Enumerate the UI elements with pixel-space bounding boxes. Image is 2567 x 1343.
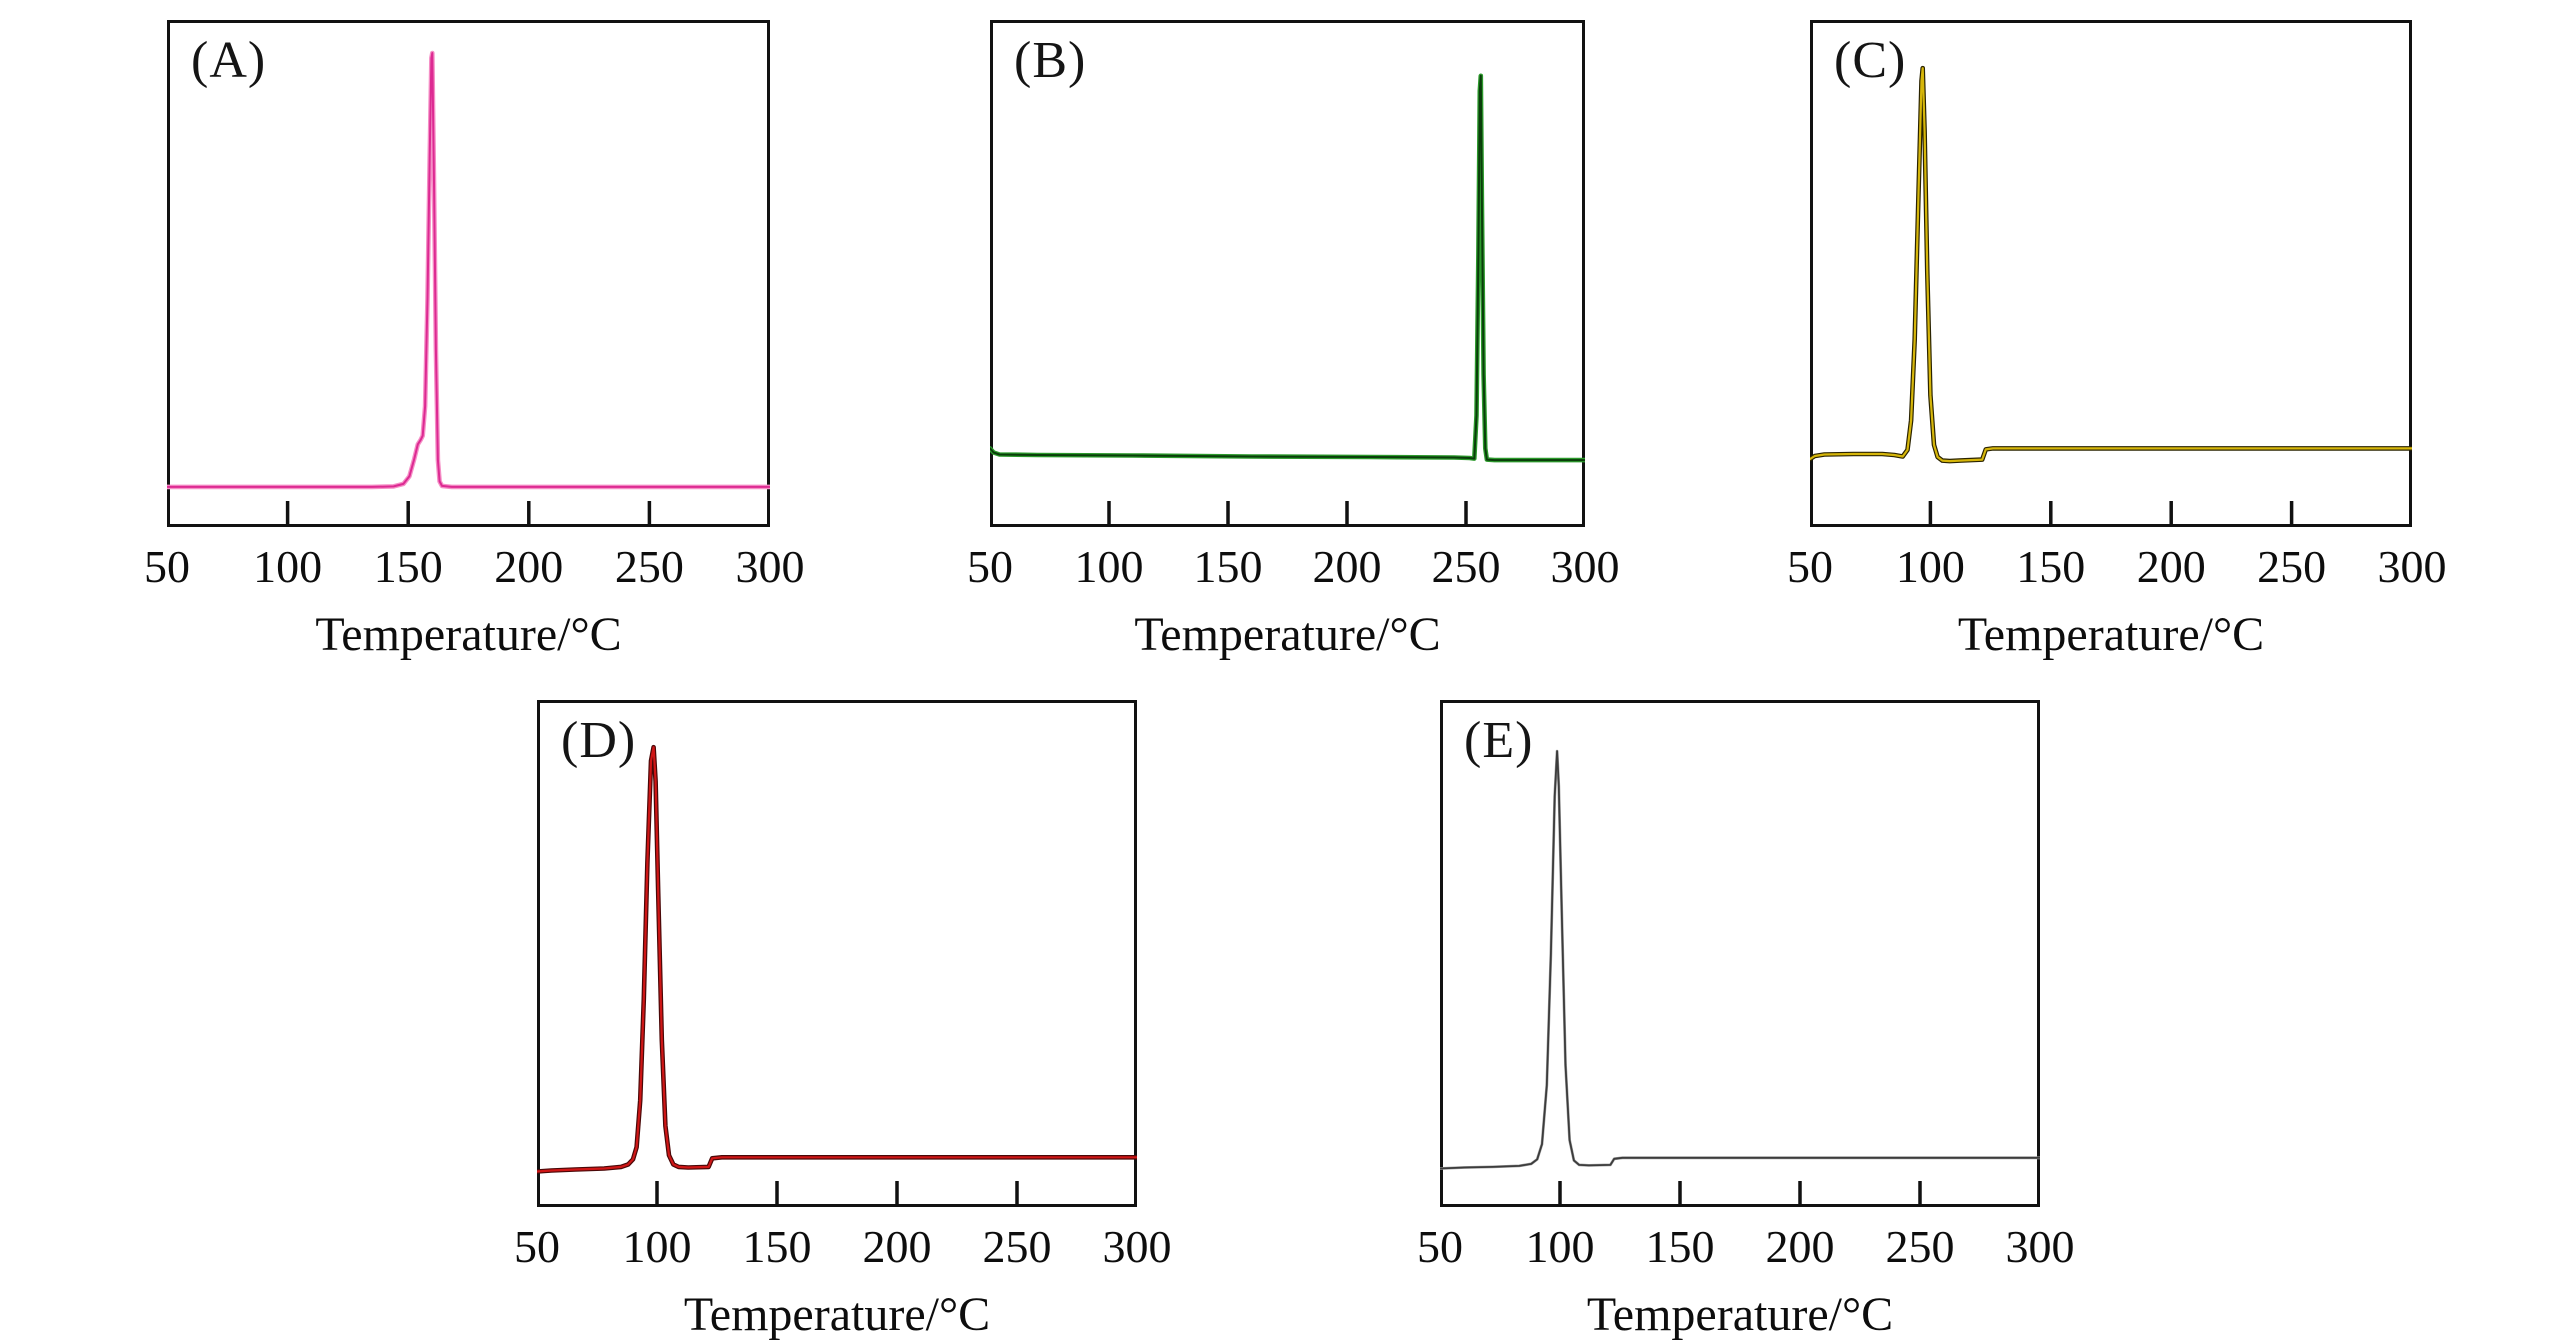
- x-axis-title-b: Temperature/°C: [1134, 608, 1441, 661]
- x-tick-label: 250: [614, 541, 684, 592]
- dsc-curve-edge: [537, 744, 1137, 1174]
- dsc-curve: [1810, 67, 2412, 463]
- x-tick-label: 150: [373, 541, 443, 592]
- x-tick-label: 200: [494, 541, 564, 592]
- x-tick-label: 100: [253, 541, 323, 592]
- dsc-panel-a: (A) 50 100 150 200 250 300 Temperature/°…: [144, 20, 805, 661]
- plot-frame: [1810, 20, 2412, 527]
- x-tick-labels-c: 50 100 150 200 250 300: [1787, 539, 2447, 595]
- dsc-curve-edge: [167, 50, 770, 490]
- x-tick-label: 300: [2005, 1221, 2075, 1272]
- plot-frame: [990, 20, 1585, 527]
- x-axis-title-e: Temperature/°C: [1586, 1288, 1894, 1341]
- x-tick-label: 100: [1525, 1221, 1595, 1272]
- plot-frame: [167, 20, 770, 527]
- x-tick-label: 250: [1431, 541, 1501, 592]
- dsc-curve-edge: [1440, 749, 2040, 1170]
- x-tick-label: 150: [1645, 1221, 1715, 1272]
- x-tick-label: 100: [1074, 541, 1144, 592]
- x-tick-label: 50: [514, 1221, 560, 1272]
- dsc-curve-edge: [1810, 65, 2412, 464]
- plot-frame: [1440, 700, 2040, 1207]
- x-tick-label: 300: [1550, 541, 1620, 592]
- x-tick-label: 300: [735, 541, 805, 592]
- x-tick-label: 100: [622, 1221, 692, 1272]
- dsc-panel-e: (E) 50 100 150 200 250 300 Temperature/°…: [1417, 700, 2075, 1341]
- panel-label-a: (A): [191, 32, 267, 89]
- x-tick-labels-d: 50 100 150 200 250 300: [514, 1219, 1172, 1275]
- dsc-curve: [990, 74, 1585, 462]
- dsc-panel-d: (D) 50 100 150 200 250 300 Temperature/°…: [514, 700, 1172, 1341]
- x-tick-label: 200: [1765, 1221, 1835, 1272]
- x-tick-label: 250: [982, 1221, 1052, 1272]
- x-tick-label: 300: [2377, 541, 2447, 592]
- plot-area-c: [1810, 20, 2412, 527]
- x-tick-label: 50: [967, 541, 1013, 592]
- x-tick-label: 300: [1102, 1221, 1172, 1272]
- x-tick-labels-e: 50 100 150 200 250 300: [1417, 1219, 2075, 1275]
- x-tick-label: 150: [742, 1221, 812, 1272]
- plot-area-e: [1440, 700, 2040, 1207]
- dsc-curve: [1440, 750, 2040, 1170]
- x-tick-label: 150: [1193, 541, 1263, 592]
- dsc-curve: [167, 52, 770, 488]
- panel-label-d: (D): [561, 712, 637, 769]
- x-tick-labels-a: 50 100 150 200 250 300: [144, 539, 805, 595]
- x-tick-label: 250: [1885, 1221, 1955, 1272]
- x-axis-title-a: Temperature/°C: [315, 608, 622, 661]
- dsc-panel-b: (B) 50 100 150 200 250 300 Temperature/°…: [967, 20, 1620, 661]
- x-tick-label: 200: [862, 1221, 932, 1272]
- plot-area-d: [537, 700, 1137, 1207]
- dsc-panel-c: (C) 50 100 150 200 250 300 Temperature/°…: [1787, 20, 2447, 661]
- dsc-curve-edge: [990, 73, 1585, 463]
- x-tick-label: 50: [1787, 541, 1833, 592]
- panel-label-b: (B): [1014, 32, 1087, 89]
- panel-label-c: (C): [1834, 32, 1907, 89]
- plot-area-a: [167, 20, 770, 527]
- panel-label-e: (E): [1464, 712, 1534, 769]
- x-axis-title-c: Temperature/°C: [1957, 608, 2265, 661]
- dsc-curve: [537, 746, 1137, 1173]
- x-tick-label: 200: [2136, 541, 2206, 592]
- x-tick-label: 150: [2016, 541, 2086, 592]
- x-tick-label: 50: [1417, 1221, 1463, 1272]
- x-tick-labels-b: 50 100 150 200 250 300: [967, 539, 1620, 595]
- plot-area-b: [990, 20, 1585, 527]
- x-tick-label: 250: [2257, 541, 2327, 592]
- x-axis-title-d: Temperature/°C: [683, 1288, 991, 1341]
- x-tick-label: 100: [1895, 541, 1965, 592]
- x-tick-label: 200: [1312, 541, 1382, 592]
- x-tick-label: 50: [144, 541, 190, 592]
- plot-frame: [537, 700, 1137, 1207]
